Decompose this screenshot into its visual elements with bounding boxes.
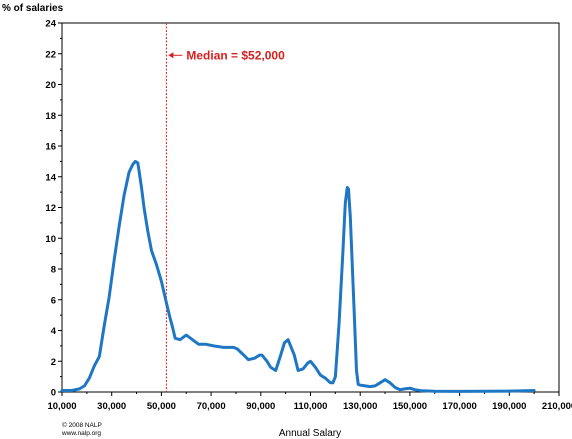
x-tick-label: 30,000 — [97, 401, 126, 412]
x-tick-label: 210,000 — [542, 401, 572, 412]
y-tick-label: 22 — [45, 49, 56, 60]
x-tick-label: 150,000 — [393, 401, 427, 412]
y-tick-label: 2 — [51, 357, 56, 368]
copyright-line-2: www.nalp.org — [61, 430, 101, 437]
x-tick-label: 190,000 — [492, 401, 526, 412]
x-axis-title: Annual Salary — [279, 428, 341, 439]
plot-frame — [61, 22, 560, 393]
x-tick-label: 90,000 — [246, 401, 275, 412]
y-tick-label: 24 — [45, 19, 56, 30]
y-tick-label: 10 — [45, 234, 56, 245]
y-tick-label: 14 — [45, 172, 56, 183]
y-axis-title: % of salaries — [2, 3, 64, 14]
median-label: Median = $52,000 — [186, 48, 285, 62]
y-tick-label: 20 — [45, 80, 56, 91]
y-tick-label: 16 — [45, 142, 56, 153]
x-tick-label: 130,000 — [343, 401, 377, 412]
salary-distribution-line — [60, 159, 536, 393]
median-annotation: Median = $52,000 — [165, 23, 285, 392]
x-tick-label: 70,000 — [197, 401, 226, 412]
y-tick-label: 8 — [51, 265, 56, 276]
y-tick-label: 4 — [51, 326, 57, 337]
x-tick-label: 10,000 — [47, 401, 76, 412]
y-tick-label: 0 — [51, 388, 56, 399]
x-tick-label: 50,000 — [147, 401, 176, 412]
plot-area-border — [61, 22, 560, 393]
y-tick-label: 6 — [51, 295, 56, 306]
x-axis: 10,000 30,000 50,000 70,000 90,000 110,000 130… — [47, 392, 572, 412]
series-group — [60, 159, 536, 393]
y-tick-label: 18 — [45, 111, 56, 122]
median-arrow-head — [168, 52, 174, 59]
y-tick-label: 12 — [45, 203, 56, 214]
x-tick-label: 170,000 — [442, 401, 476, 412]
x-tick-label: 110,000 — [294, 401, 328, 412]
copyright-line-1: © 2008 NALP — [62, 421, 102, 429]
